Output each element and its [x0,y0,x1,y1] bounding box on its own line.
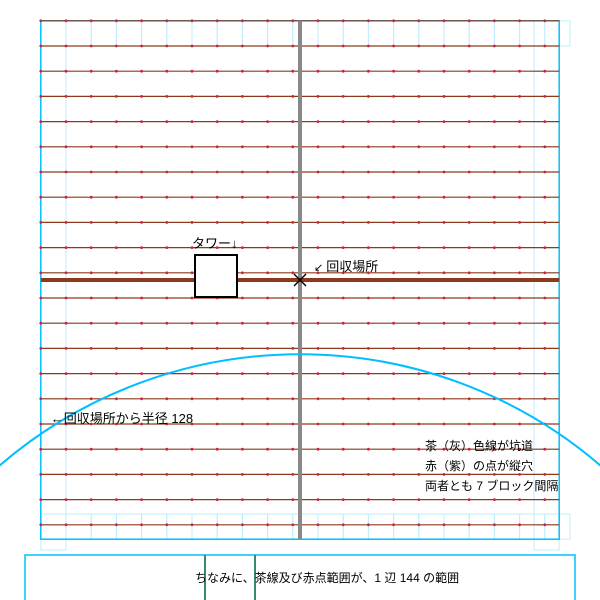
diagram-svg [0,0,600,600]
collection-label: ↙ 回収場所 [314,258,378,276]
radius-note: ←回収場所から半径 128 [51,410,193,428]
collection-text: 回収場所 [326,259,378,274]
legend-line-1: 茶（灰）色線が坑道 [425,438,533,455]
footnote: ちなみに、茶線及び赤点範囲が、1 辺 144 の範囲 [195,570,459,587]
legend-line-3: 両者とも 7 ブロック間隔 [425,478,558,495]
diagram-stage: タワー↓ ↙ 回収場所 ←回収場所から半径 128 茶（灰）色線が坑道 赤（紫）… [0,0,600,600]
legend-line-2: 赤（紫）の点が縦穴 [425,458,533,475]
tower-box [195,255,237,297]
tower-label: タワー↓ [192,235,238,253]
